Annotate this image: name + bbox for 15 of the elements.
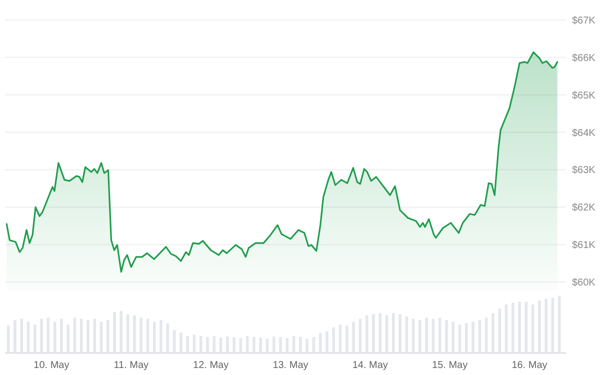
y-tick-label: $66K (572, 52, 596, 64)
y-tick-label: $62K (572, 202, 596, 214)
x-tick-label: 12. May (193, 360, 229, 371)
x-tick-label: 15. May (432, 360, 468, 371)
x-tick-label: 13. May (272, 360, 308, 371)
x-tick-label: 11. May (114, 360, 149, 371)
y-tick-label: $60K (572, 278, 596, 288)
x-tick-label: 16. May (512, 360, 548, 371)
y-tick-label: $67K (572, 16, 596, 26)
y-tick-label: $64K (572, 128, 596, 139)
x-tick-label: 10. May (34, 360, 70, 371)
x-tick-label: 14. May (352, 360, 388, 371)
y-tick-label: $61K (572, 240, 596, 252)
y-tick-label: $65K (572, 90, 596, 102)
y-tick-label: $63K (572, 165, 596, 176)
